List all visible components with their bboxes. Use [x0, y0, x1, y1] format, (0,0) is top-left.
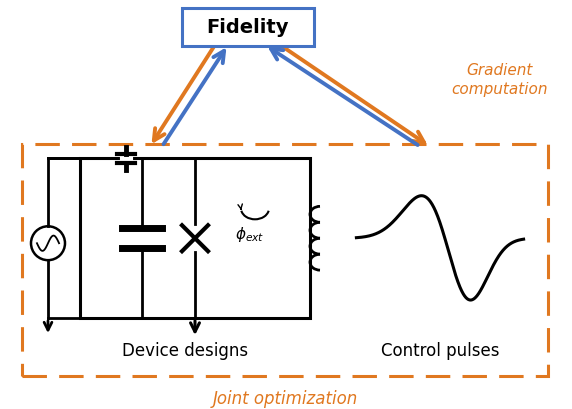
Text: Gradient
computation: Gradient computation — [452, 63, 548, 96]
Text: $\phi_{ext}$: $\phi_{ext}$ — [235, 224, 264, 243]
Text: Device designs: Device designs — [122, 341, 248, 359]
Bar — [80, 159, 310, 318]
Bar — [22, 144, 548, 376]
Text: Joint optimization: Joint optimization — [212, 389, 358, 407]
Text: Control pulses: Control pulses — [381, 341, 499, 359]
FancyBboxPatch shape — [182, 9, 314, 47]
Text: Fidelity: Fidelity — [206, 18, 289, 37]
